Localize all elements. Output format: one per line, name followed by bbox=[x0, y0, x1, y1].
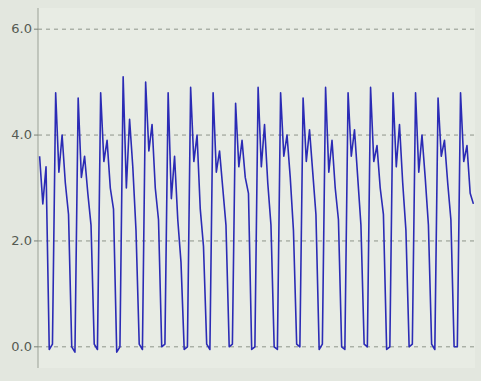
tick-mark bbox=[34, 29, 38, 30]
tick-mark bbox=[34, 240, 38, 241]
plot-group bbox=[40, 77, 474, 352]
plot-area bbox=[38, 8, 475, 368]
tick-label: 4.0 bbox=[11, 127, 32, 142]
chart: 0.0 2.0 4.0 6.0 bbox=[0, 0, 481, 381]
signal-line bbox=[40, 77, 474, 352]
tick-mark bbox=[34, 346, 38, 347]
background bbox=[0, 0, 481, 381]
tick-label: 0.0 bbox=[11, 339, 32, 354]
tick-label: 2.0 bbox=[11, 233, 32, 248]
tick-label: 6.0 bbox=[11, 21, 32, 36]
grid-line bbox=[38, 29, 475, 30]
y-axis bbox=[38, 8, 39, 368]
grid-line bbox=[38, 135, 475, 136]
tick-mark bbox=[34, 135, 38, 136]
